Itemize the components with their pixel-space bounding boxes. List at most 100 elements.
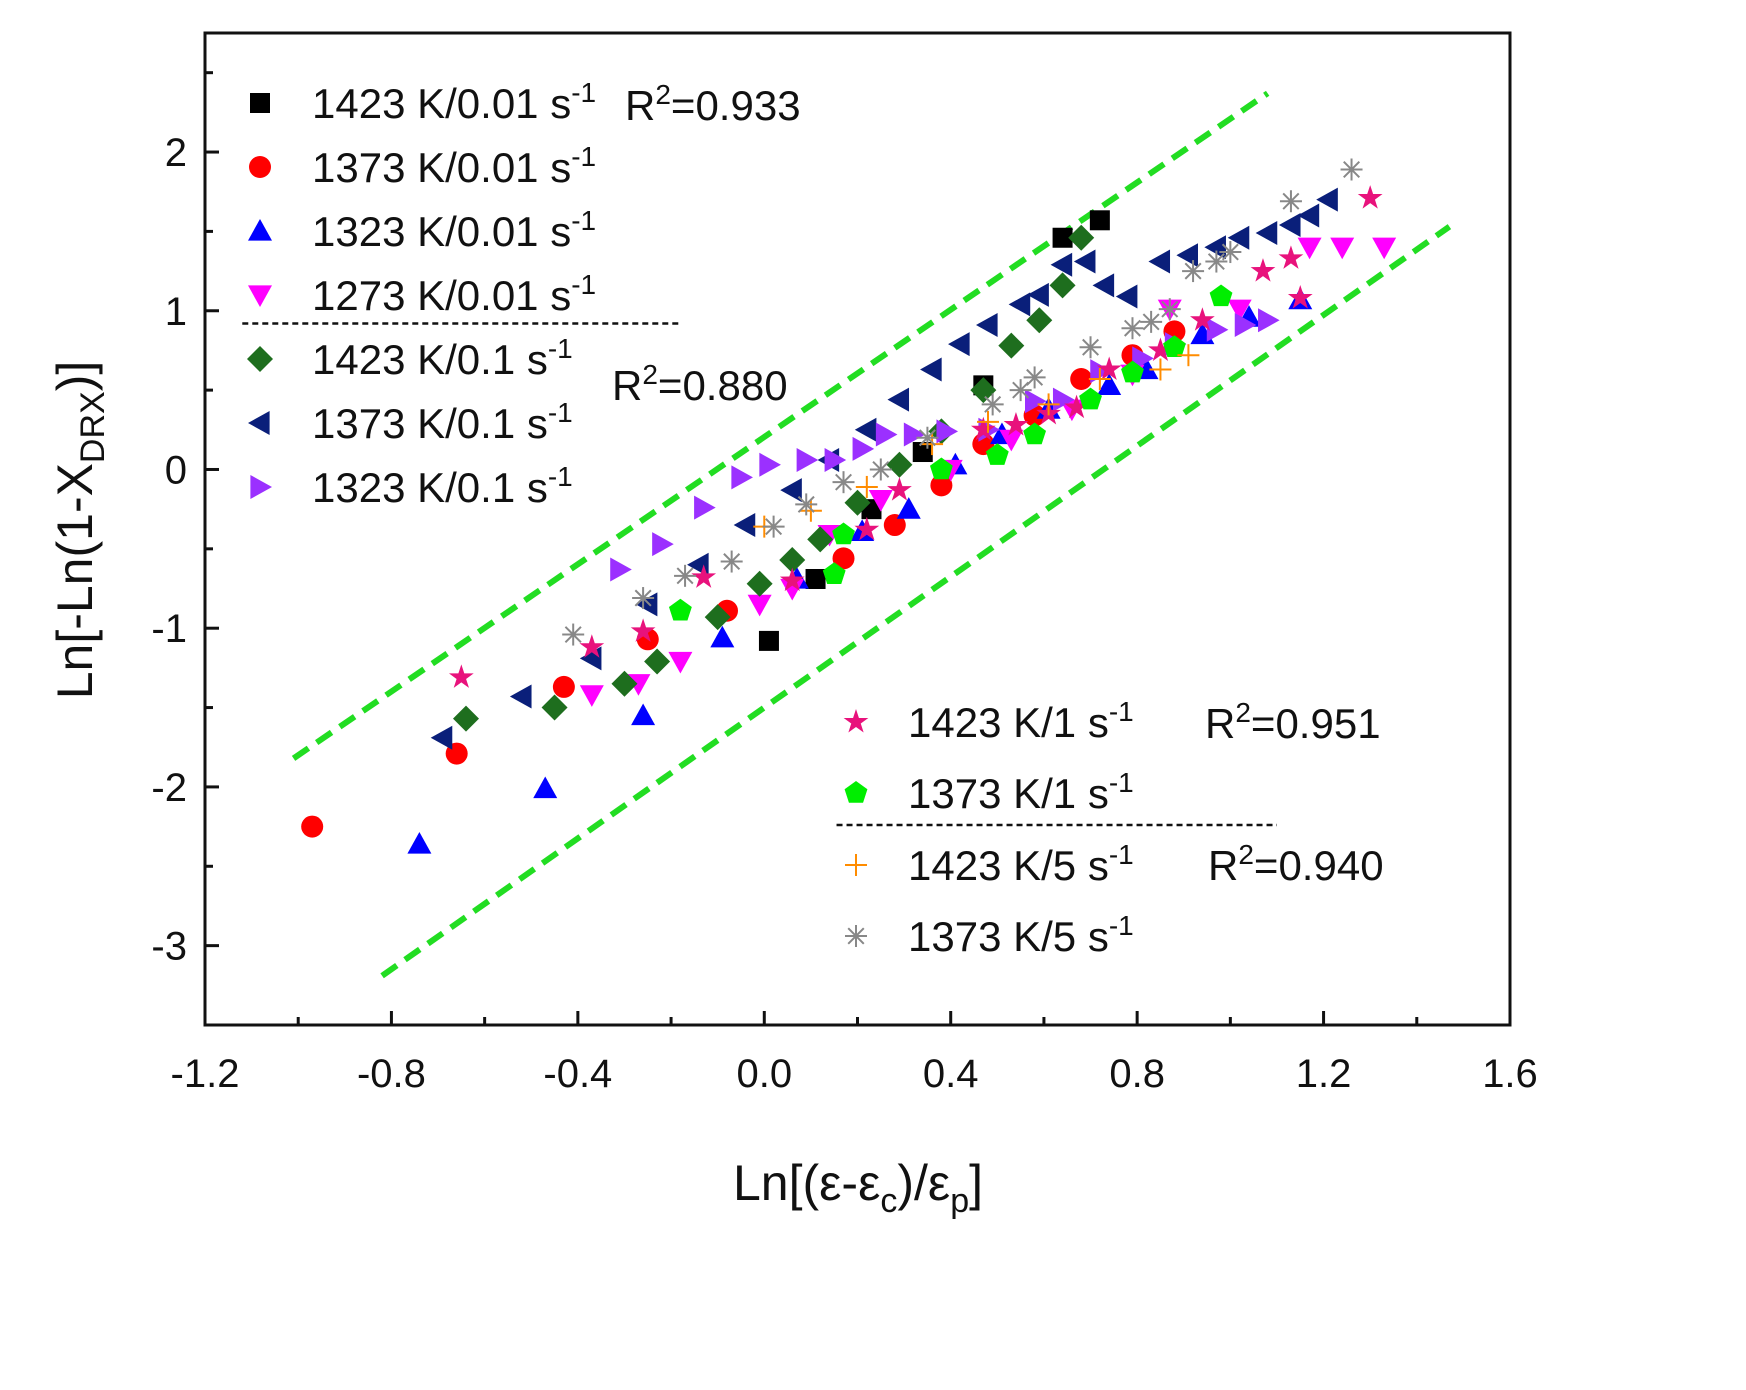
data-point bbox=[1023, 366, 1046, 389]
data-point bbox=[976, 313, 998, 338]
x-tick-label: 1.6 bbox=[1482, 1052, 1538, 1096]
legend-entry: 1373 K/0.01 s-1 bbox=[249, 141, 596, 191]
legend-label: 1423 K/1 s-1 bbox=[908, 696, 1134, 746]
r2-annotation-0.01: R2=0.933 bbox=[625, 79, 801, 129]
data-point bbox=[970, 416, 996, 441]
asterisk-stroke bbox=[1123, 319, 1141, 337]
asterisk-stroke bbox=[765, 518, 783, 536]
series-1423-k-0-1-s bbox=[453, 224, 1095, 732]
data-point bbox=[1050, 252, 1073, 277]
data-point bbox=[930, 474, 953, 497]
data-point bbox=[1279, 190, 1302, 213]
y-tick-label: -2 bbox=[151, 766, 187, 810]
data-point bbox=[998, 332, 1025, 359]
data-point bbox=[832, 522, 855, 545]
asterisk-stroke bbox=[1082, 338, 1100, 356]
x-tick-label: -0.8 bbox=[357, 1052, 426, 1096]
data-point bbox=[780, 478, 802, 503]
asterisk-stroke bbox=[1221, 243, 1239, 261]
asterisk-stroke bbox=[676, 567, 694, 585]
data-point bbox=[1330, 237, 1355, 260]
r2-annotation-5: R2=0.940 bbox=[1208, 839, 1384, 889]
legend-entry: 1423 K/1 s-1 bbox=[843, 696, 1134, 746]
data-point bbox=[1121, 317, 1144, 340]
data-point bbox=[1209, 284, 1233, 307]
asterisk-stroke bbox=[847, 927, 865, 945]
legend-marker-pentagon-icon bbox=[844, 781, 868, 803]
data-point bbox=[970, 377, 997, 404]
data-point bbox=[868, 490, 893, 512]
asterisk-stroke bbox=[1282, 192, 1300, 210]
asterisk-stroke bbox=[1207, 253, 1225, 271]
data-point bbox=[611, 670, 638, 697]
x-tick-label: -1.2 bbox=[171, 1052, 240, 1096]
legend-entry: 1323 K/0.01 s-1 bbox=[248, 205, 596, 255]
data-point bbox=[1158, 298, 1181, 321]
data-point bbox=[1132, 346, 1154, 371]
data-point bbox=[301, 815, 324, 838]
data-point bbox=[644, 648, 671, 675]
data-point bbox=[1227, 299, 1252, 322]
data-point bbox=[630, 618, 656, 642]
x-tick-label: 0.0 bbox=[736, 1052, 792, 1096]
legend-entry: 1423 K/0.1 s-1 bbox=[247, 333, 573, 383]
y-tick-label: 0 bbox=[165, 448, 187, 492]
data-point bbox=[1250, 258, 1276, 282]
data-point bbox=[579, 634, 605, 658]
data-point bbox=[824, 447, 847, 472]
data-point bbox=[533, 776, 558, 799]
data-point bbox=[632, 587, 655, 610]
data-point bbox=[1176, 243, 1199, 268]
data-point bbox=[1090, 359, 1112, 384]
data-point bbox=[562, 623, 585, 646]
data-point bbox=[1037, 393, 1060, 416]
data-point bbox=[948, 332, 970, 357]
data-point bbox=[1064, 394, 1089, 419]
data-point bbox=[668, 651, 693, 674]
data-point bbox=[796, 447, 819, 472]
data-point bbox=[1255, 220, 1278, 245]
legend-label: 1373 K/0.1 s-1 bbox=[312, 397, 573, 447]
data-point bbox=[852, 436, 875, 461]
data-point bbox=[1278, 245, 1304, 269]
legend-marker-triangle-down-icon bbox=[248, 285, 272, 307]
data-point bbox=[1009, 379, 1032, 402]
asterisk-stroke bbox=[1343, 161, 1361, 178]
data-point bbox=[733, 513, 756, 538]
data-point bbox=[779, 546, 806, 573]
data-point bbox=[929, 457, 953, 480]
data-point bbox=[1234, 313, 1257, 338]
asterisk-stroke bbox=[1184, 262, 1202, 280]
data-point bbox=[710, 625, 735, 648]
data-point bbox=[1287, 285, 1313, 309]
asterisk-stroke bbox=[1012, 381, 1030, 399]
data-point bbox=[541, 694, 568, 721]
data-point bbox=[1163, 335, 1186, 357]
data-point bbox=[1088, 368, 1111, 391]
data-point bbox=[1227, 225, 1250, 250]
legend-marker-plus-icon bbox=[845, 854, 867, 876]
legend-entry: 1373 K/5 s-1 bbox=[845, 910, 1134, 960]
data-point bbox=[694, 495, 716, 520]
data-point bbox=[795, 493, 818, 516]
legend-entry: 1323 K/0.1 s-1 bbox=[250, 461, 573, 511]
data-point bbox=[887, 387, 910, 412]
asterisk-stroke bbox=[984, 395, 1002, 413]
lower-bound-line bbox=[380, 224, 1452, 979]
data-point bbox=[985, 443, 1009, 465]
data-point bbox=[1177, 344, 1200, 367]
legend-label: 1273 K/0.01 s-1 bbox=[312, 269, 596, 319]
x-tick-label: -0.4 bbox=[543, 1052, 612, 1096]
legend-label: 1323 K/0.01 s-1 bbox=[312, 205, 596, 255]
legend-entry: 1373 K/0.1 s-1 bbox=[248, 397, 573, 447]
legend-entry: 1423 K/5 s-1 bbox=[845, 839, 1134, 889]
data-point bbox=[854, 417, 877, 442]
data-point bbox=[844, 489, 871, 516]
data-point bbox=[999, 429, 1024, 452]
y-tick-label: -1 bbox=[151, 607, 187, 651]
series-1323-k-0-1-s bbox=[610, 308, 1280, 582]
data-point bbox=[896, 497, 921, 519]
data-point bbox=[1190, 307, 1215, 331]
asterisk-stroke bbox=[1142, 313, 1160, 331]
legend-marker-triangle-right-icon bbox=[250, 475, 272, 499]
